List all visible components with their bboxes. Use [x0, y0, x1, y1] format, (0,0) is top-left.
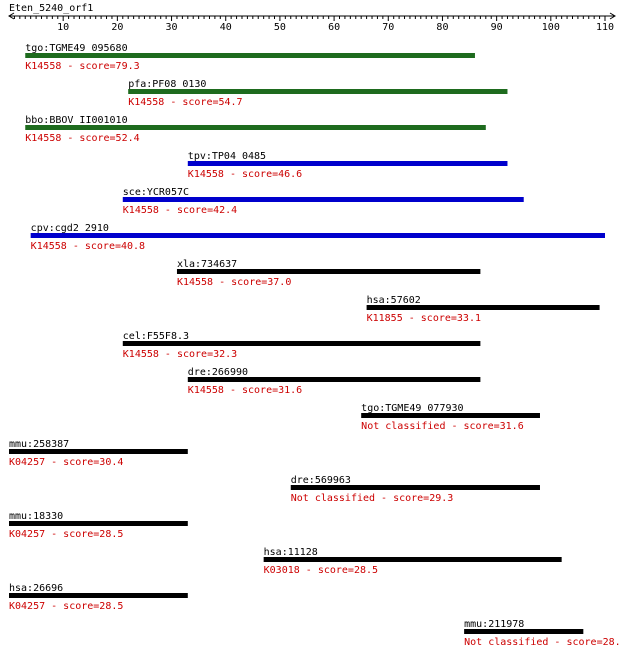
hit-name[interactable]: cel:F55F8.3 [123, 331, 189, 342]
hit-bar[interactable] [9, 449, 188, 454]
hit-bar[interactable] [128, 89, 508, 94]
axis-tick-label: 90 [491, 22, 503, 33]
hit-row[interactable]: bbo:BBOV_II001010 K14558 - score=52.4 [25, 115, 486, 144]
hit-name[interactable]: hsa:26696 [9, 583, 63, 594]
hit-bar[interactable] [464, 629, 584, 634]
hit-row[interactable]: tpv:TP04_0485 K14558 - score=46.6 [187, 151, 508, 180]
hit-bar[interactable] [9, 521, 188, 526]
hit-row[interactable]: hsa:11128 K03018 - score=28.5 [263, 547, 562, 576]
hit-row[interactable]: hsa:26696 K04257 - score=28.5 [9, 583, 188, 612]
hit-row[interactable]: sce:YCR057C K14558 - score=42.4 [122, 187, 524, 216]
hit-row[interactable]: mmu:211978 Not classified - score=28.1 [464, 619, 620, 648]
hit-name[interactable]: dre:266990 [188, 367, 248, 378]
hit-classification: K14558 - score=37.0 [177, 277, 291, 288]
hit-bar[interactable] [25, 125, 486, 130]
hit-bar[interactable] [366, 305, 600, 310]
hit-bar[interactable] [30, 233, 605, 238]
hit-row[interactable]: tgo:TGME49_095680 K14558 - score=79.3 [25, 43, 475, 72]
hit-bar[interactable] [361, 413, 540, 418]
hit-classification: K14558 - score=46.6 [188, 169, 302, 180]
axis-tick-label: 70 [382, 22, 394, 33]
hit-name[interactable]: sce:YCR057C [123, 187, 189, 198]
hit-row[interactable]: xla:734637 K14558 - score=37.0 [176, 259, 481, 288]
hit-list: tgo:TGME49_095680 K14558 - score=79.3 pfa:… [9, 43, 620, 648]
hit-classification: Not classified - score=31.6 [361, 421, 524, 432]
axis-tick-label: 110 [596, 22, 614, 33]
hit-name[interactable]: tgo:TGME49_095680 [25, 43, 127, 54]
hit-row[interactable]: mmu:18330 K04257 - score=28.5 [9, 511, 188, 540]
hit-row[interactable]: cel:F55F8.3 K14558 - score=32.3 [122, 331, 481, 360]
hit-name[interactable]: hsa:11128 [264, 547, 318, 558]
hit-row[interactable]: cpv:cgd2_2910 K14558 - score=40.8 [30, 223, 605, 252]
hit-classification: K14558 - score=32.3 [123, 349, 237, 360]
axis-tick-label: 10 [57, 22, 69, 33]
hit-classification: K04257 - score=28.5 [9, 529, 123, 540]
hit-row[interactable]: pfa:PF08_0130 K14558 - score=54.7 [128, 79, 508, 108]
axis-right-arrow [609, 12, 616, 20]
hit-classification: K04257 - score=30.4 [9, 457, 123, 468]
hit-row[interactable]: hsa:57602 K11855 - score=33.1 [366, 295, 600, 324]
axis-tick-label: 50 [274, 22, 286, 33]
hit-classification: K11855 - score=33.1 [367, 313, 481, 324]
hit-bar[interactable] [9, 593, 188, 598]
hit-bar[interactable] [290, 485, 540, 490]
hit-classification: Not classified - score=28.1 [464, 637, 620, 648]
hit-row[interactable]: dre:266990 K14558 - score=31.6 [187, 367, 481, 396]
hit-bar[interactable] [176, 269, 481, 274]
hit-name[interactable]: xla:734637 [177, 259, 237, 270]
hit-bar[interactable] [122, 341, 481, 346]
hit-classification: K03018 - score=28.5 [264, 565, 378, 576]
query-title: Eten_5240_orf1 [9, 3, 93, 14]
hit-name[interactable]: mmu:258387 [9, 439, 69, 450]
hit-bar[interactable] [25, 53, 475, 58]
hit-bar[interactable] [187, 161, 508, 166]
hit-name[interactable]: cpv:cgd2_2910 [31, 223, 109, 234]
hit-name[interactable]: dre:569963 [291, 475, 351, 486]
hit-classification: Not classified - score=29.3 [291, 493, 454, 504]
hit-name[interactable]: hsa:57602 [367, 295, 421, 306]
hit-classification: K04257 - score=28.5 [9, 601, 123, 612]
axis-tick-label: 100 [542, 22, 560, 33]
hit-name[interactable]: tgo:TGME49_077930 [361, 403, 463, 414]
hit-name[interactable]: mmu:18330 [9, 511, 63, 522]
axis-tick-label: 80 [436, 22, 448, 33]
axis-left-arrow [8, 12, 15, 20]
hit-classification: K14558 - score=31.6 [188, 385, 302, 396]
hit-classification: K14558 - score=52.4 [25, 133, 139, 144]
hit-name[interactable]: bbo:BBOV_II001010 [25, 115, 127, 126]
axis-tick-label: 30 [166, 22, 178, 33]
axis-tick-label: 40 [220, 22, 232, 33]
hit-row[interactable]: mmu:258387 K04257 - score=30.4 [9, 439, 188, 468]
hit-bar[interactable] [263, 557, 562, 562]
hit-bar[interactable] [187, 377, 481, 382]
scale-axis: 10 20 30 40 50 60 70 80 90 100 110 [8, 12, 616, 33]
hit-bar[interactable] [122, 197, 524, 202]
axis-tick-label: 20 [111, 22, 123, 33]
hit-classification: K14558 - score=40.8 [31, 241, 145, 252]
hit-name[interactable]: tpv:TP04_0485 [188, 151, 266, 162]
hit-row[interactable]: tgo:TGME49_077930 Not classified - score=… [361, 403, 540, 432]
hit-name[interactable]: mmu:211978 [464, 619, 524, 630]
hit-classification: K14558 - score=42.4 [123, 205, 237, 216]
hit-classification: K14558 - score=54.7 [128, 97, 242, 108]
hit-row[interactable]: dre:569963 Not classified - score=29.3 [290, 475, 540, 504]
hit-name[interactable]: pfa:PF08_0130 [128, 79, 206, 90]
hit-classification: K14558 - score=79.3 [25, 61, 139, 72]
axis-tick-label: 60 [328, 22, 340, 33]
